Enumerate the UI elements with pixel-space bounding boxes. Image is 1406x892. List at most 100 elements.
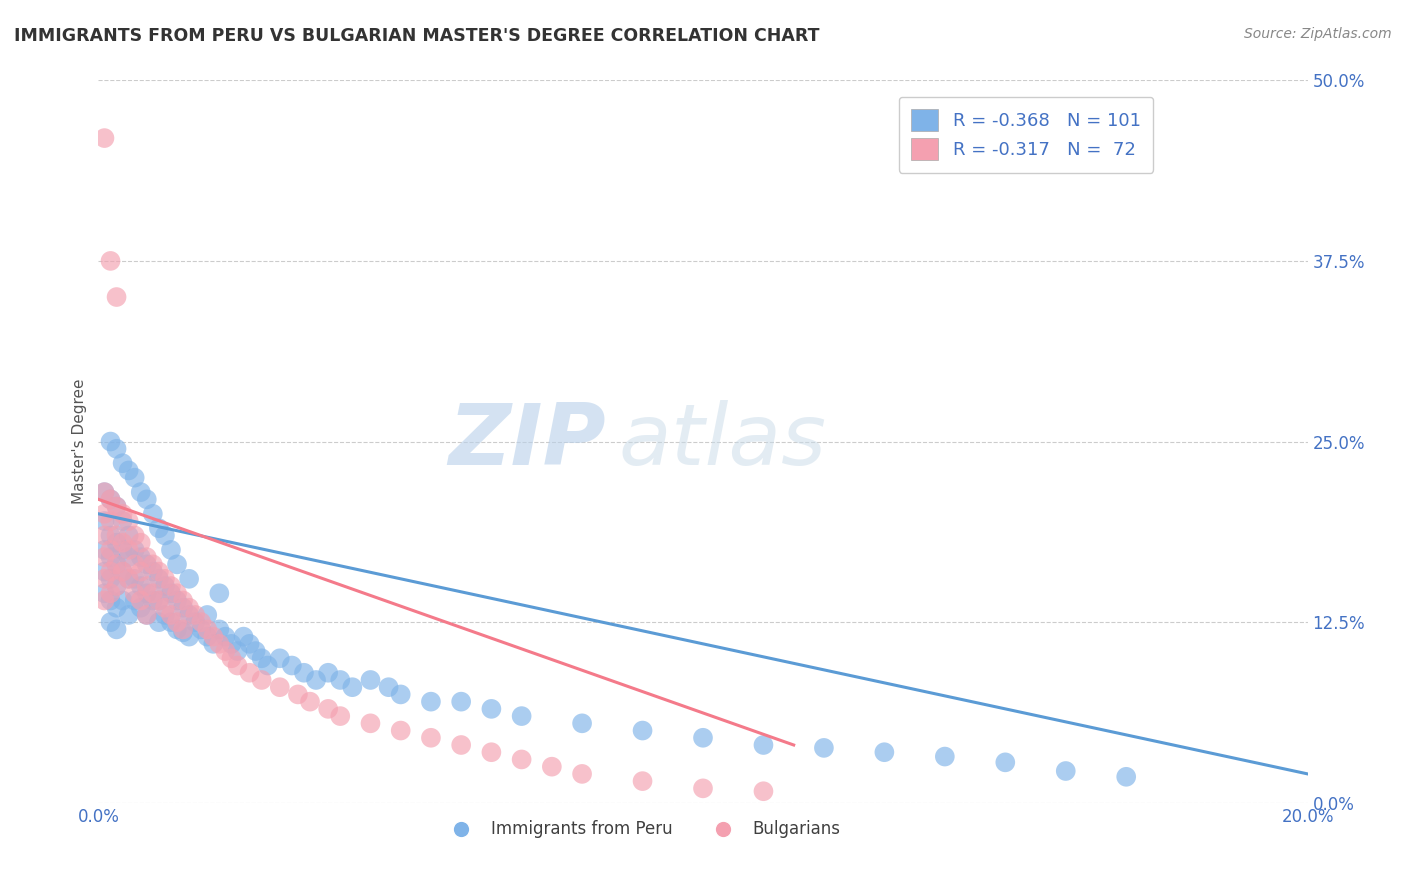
Point bbox=[481, 702, 503, 716]
Text: ZIP: ZIP bbox=[449, 400, 606, 483]
Point bbox=[100, 492, 122, 507]
Point bbox=[105, 528, 128, 542]
Point bbox=[179, 572, 201, 586]
Point bbox=[118, 550, 141, 565]
Point bbox=[142, 565, 165, 579]
Point bbox=[100, 565, 122, 579]
Point bbox=[148, 593, 170, 607]
Point bbox=[160, 607, 183, 622]
Point bbox=[994, 756, 1017, 770]
Point bbox=[100, 492, 122, 507]
Point bbox=[172, 623, 194, 637]
Point bbox=[93, 131, 115, 145]
Point bbox=[281, 658, 304, 673]
Point bbox=[287, 687, 309, 701]
Point bbox=[1054, 764, 1077, 778]
Point bbox=[153, 607, 176, 622]
Point bbox=[221, 637, 243, 651]
Point bbox=[184, 607, 207, 622]
Point bbox=[100, 434, 122, 449]
Point bbox=[184, 615, 207, 630]
Point bbox=[160, 615, 183, 630]
Point bbox=[269, 680, 291, 694]
Point bbox=[292, 665, 315, 680]
Point bbox=[142, 586, 165, 600]
Point bbox=[93, 485, 115, 500]
Point bbox=[93, 593, 115, 607]
Point bbox=[135, 607, 157, 622]
Point bbox=[100, 514, 122, 528]
Point bbox=[172, 600, 194, 615]
Point bbox=[118, 514, 141, 528]
Point bbox=[135, 579, 157, 593]
Point bbox=[873, 745, 896, 759]
Point bbox=[93, 528, 115, 542]
Point bbox=[153, 572, 176, 586]
Point bbox=[934, 749, 956, 764]
Point bbox=[692, 731, 714, 745]
Point bbox=[105, 558, 128, 572]
Point bbox=[111, 514, 134, 528]
Point bbox=[389, 723, 412, 738]
Point bbox=[153, 528, 176, 542]
Point bbox=[179, 630, 201, 644]
Point bbox=[124, 558, 146, 572]
Point bbox=[450, 695, 472, 709]
Point bbox=[105, 500, 128, 514]
Point bbox=[105, 558, 128, 572]
Point bbox=[93, 572, 115, 586]
Point bbox=[166, 615, 188, 630]
Point bbox=[232, 630, 254, 644]
Point bbox=[360, 673, 382, 687]
Point bbox=[221, 651, 243, 665]
Point bbox=[124, 593, 146, 607]
Point bbox=[360, 716, 382, 731]
Point bbox=[118, 542, 141, 557]
Point bbox=[420, 695, 443, 709]
Point bbox=[111, 542, 134, 557]
Point bbox=[105, 442, 128, 456]
Point bbox=[316, 702, 339, 716]
Point bbox=[692, 781, 714, 796]
Point bbox=[129, 579, 152, 593]
Point bbox=[105, 600, 128, 615]
Point bbox=[124, 572, 146, 586]
Point bbox=[111, 565, 134, 579]
Point bbox=[129, 593, 152, 607]
Point bbox=[195, 607, 218, 622]
Point bbox=[190, 623, 212, 637]
Point bbox=[214, 644, 236, 658]
Point bbox=[190, 615, 212, 630]
Point bbox=[100, 542, 122, 557]
Point bbox=[129, 485, 152, 500]
Point bbox=[166, 593, 188, 607]
Point bbox=[377, 680, 399, 694]
Point bbox=[813, 740, 835, 755]
Point bbox=[245, 644, 267, 658]
Point bbox=[329, 673, 352, 687]
Point bbox=[1115, 770, 1137, 784]
Point bbox=[105, 535, 128, 549]
Point bbox=[100, 615, 122, 630]
Point bbox=[179, 607, 201, 622]
Point bbox=[160, 586, 183, 600]
Point bbox=[118, 572, 141, 586]
Point bbox=[111, 593, 134, 607]
Point bbox=[100, 550, 122, 565]
Point bbox=[148, 593, 170, 607]
Point bbox=[752, 784, 775, 798]
Point bbox=[105, 290, 128, 304]
Point bbox=[111, 565, 134, 579]
Point bbox=[153, 579, 176, 593]
Point bbox=[135, 607, 157, 622]
Point bbox=[142, 507, 165, 521]
Point bbox=[202, 637, 225, 651]
Legend: Immigrants from Peru, Bulgarians: Immigrants from Peru, Bulgarians bbox=[437, 814, 848, 845]
Point bbox=[571, 767, 593, 781]
Point bbox=[148, 615, 170, 630]
Point bbox=[195, 623, 218, 637]
Point bbox=[93, 550, 115, 565]
Point bbox=[316, 665, 339, 680]
Point bbox=[142, 558, 165, 572]
Point bbox=[172, 625, 194, 640]
